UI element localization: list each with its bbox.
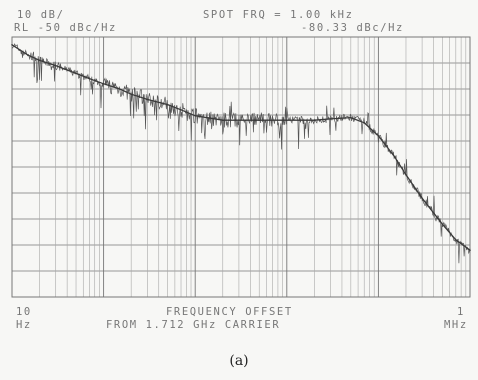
data-point — [194, 115, 196, 117]
data-point — [393, 155, 396, 158]
data-point — [130, 93, 132, 95]
x-end-value: 1 — [457, 306, 465, 318]
x-axis-label-line2: FROM 1.712 GHz CARRIER — [106, 319, 281, 331]
data-point — [54, 64, 57, 67]
data-point — [222, 119, 224, 121]
figure-caption: (a) — [229, 353, 249, 369]
data-point — [75, 72, 77, 75]
data-point — [27, 54, 29, 56]
data-point — [421, 197, 423, 199]
data-point — [286, 119, 288, 121]
x-start-unit: Hz — [16, 319, 32, 331]
data-point — [88, 77, 91, 80]
data-point — [180, 109, 182, 111]
data-point — [11, 44, 13, 46]
data-point — [441, 223, 444, 225]
data-point — [313, 119, 316, 121]
data-point — [469, 249, 471, 251]
x-end-unit: MHz — [444, 319, 468, 331]
spot-noise-value: -80.33 dBc/Hz — [301, 22, 404, 34]
scale-label: 10 dB/ — [17, 9, 65, 21]
data-point — [146, 98, 149, 101]
ref-level-label: RL -50 dBc/Hz — [14, 22, 117, 34]
data-point — [377, 135, 380, 137]
phase-noise-chart — [11, 36, 471, 298]
data-point — [102, 83, 105, 85]
data-point — [455, 239, 457, 241]
data-point — [329, 118, 332, 120]
plot-frame — [11, 36, 471, 298]
data-point — [38, 59, 41, 62]
data-point — [363, 122, 366, 124]
data-point — [258, 119, 261, 121]
x-axis-label-line1: FREQUENCY OFFSET — [166, 306, 293, 318]
noise-trace — [11, 43, 471, 264]
data-point — [405, 174, 407, 176]
data-point — [166, 103, 169, 106]
spot-frequency-label: SPOT FRQ = 1.00 kHz — [203, 9, 354, 21]
data-point — [350, 116, 352, 119]
x-start-value: 10 — [16, 306, 32, 318]
data-point — [118, 88, 121, 90]
